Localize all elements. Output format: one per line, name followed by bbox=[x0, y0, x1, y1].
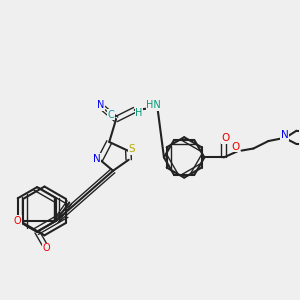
Text: HN: HN bbox=[146, 100, 161, 110]
Text: O: O bbox=[221, 134, 229, 143]
Text: S: S bbox=[129, 144, 135, 154]
Text: N: N bbox=[281, 130, 289, 140]
Text: O: O bbox=[43, 243, 50, 253]
Text: H: H bbox=[136, 109, 143, 118]
Text: N: N bbox=[98, 100, 105, 110]
Text: O: O bbox=[232, 142, 240, 152]
Text: C: C bbox=[108, 110, 115, 120]
Text: N: N bbox=[92, 154, 100, 164]
Text: O: O bbox=[14, 216, 22, 226]
